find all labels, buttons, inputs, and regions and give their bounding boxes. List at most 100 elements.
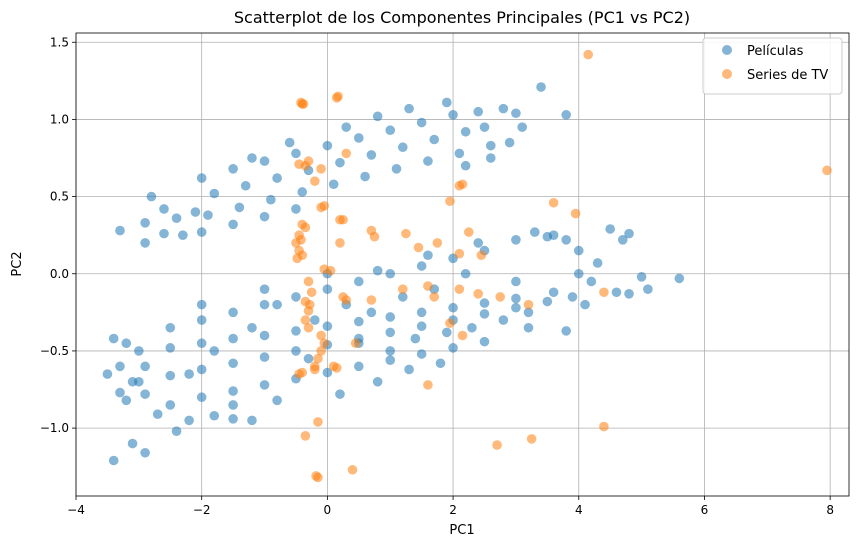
data-point bbox=[570, 208, 581, 219]
data-point bbox=[561, 235, 571, 245]
data-point bbox=[291, 346, 301, 356]
data-point bbox=[404, 364, 414, 375]
data-point bbox=[460, 268, 471, 279]
data-point bbox=[303, 276, 314, 287]
data-point bbox=[196, 315, 207, 325]
data-point bbox=[624, 228, 634, 239]
data-point bbox=[511, 276, 521, 287]
data-point bbox=[372, 265, 383, 276]
data-point bbox=[347, 464, 358, 475]
data-point bbox=[184, 415, 194, 426]
data-point bbox=[822, 165, 832, 176]
data-point bbox=[140, 218, 150, 228]
data-point bbox=[297, 250, 308, 261]
data-point bbox=[479, 298, 490, 308]
data-point bbox=[448, 109, 458, 120]
data-point bbox=[445, 196, 455, 207]
data-point bbox=[385, 125, 396, 136]
data-point bbox=[369, 231, 380, 242]
y-tick-label: 1.0 bbox=[50, 112, 69, 126]
data-point bbox=[599, 287, 609, 298]
grid bbox=[75, 33, 849, 496]
data-point bbox=[228, 307, 238, 318]
x-tick-label: 0 bbox=[324, 503, 332, 517]
data-point bbox=[259, 330, 270, 341]
data-point bbox=[228, 164, 238, 174]
y-axis-label: PC2 bbox=[10, 251, 25, 276]
data-point bbox=[385, 268, 396, 279]
data-point bbox=[259, 380, 270, 390]
data-point bbox=[617, 235, 628, 245]
x-tick-label: 2 bbox=[449, 503, 457, 517]
data-point bbox=[313, 417, 323, 427]
data-point bbox=[291, 204, 301, 214]
data-point bbox=[159, 228, 169, 239]
data-point bbox=[266, 194, 276, 205]
data-point bbox=[165, 400, 176, 410]
data-point bbox=[322, 284, 333, 294]
data-point bbox=[511, 302, 521, 313]
legend-marker-peliculas bbox=[722, 45, 732, 55]
data-point bbox=[385, 355, 396, 365]
data-point bbox=[313, 353, 323, 364]
data-point bbox=[259, 299, 270, 310]
data-point bbox=[523, 299, 534, 310]
data-point bbox=[580, 299, 590, 310]
legend-box bbox=[702, 37, 843, 95]
data-point bbox=[196, 364, 207, 375]
data-point bbox=[328, 179, 339, 190]
data-point bbox=[303, 156, 314, 166]
y-tick-label: −1.0 bbox=[40, 421, 69, 435]
data-point bbox=[429, 134, 440, 145]
data-point bbox=[196, 299, 207, 310]
data-point bbox=[306, 287, 317, 298]
data-point bbox=[190, 207, 201, 217]
data-point bbox=[416, 261, 427, 271]
data-point bbox=[385, 327, 396, 338]
data-point bbox=[291, 326, 301, 336]
data-point bbox=[140, 361, 150, 372]
data-point bbox=[511, 108, 521, 119]
data-point bbox=[102, 369, 113, 379]
data-point bbox=[548, 230, 559, 240]
data-point bbox=[495, 292, 506, 302]
data-point bbox=[165, 322, 176, 333]
data-point bbox=[460, 126, 471, 137]
data-point bbox=[454, 284, 465, 294]
data-point bbox=[479, 336, 490, 347]
data-point bbox=[416, 321, 427, 332]
data-point bbox=[445, 318, 455, 328]
data-point bbox=[354, 276, 364, 287]
data-point bbox=[435, 358, 446, 369]
y-tick-label: 0.5 bbox=[50, 190, 69, 204]
data-point bbox=[171, 426, 182, 436]
data-point bbox=[583, 49, 593, 60]
data-point bbox=[322, 140, 333, 151]
data-point bbox=[272, 299, 282, 310]
data-point bbox=[401, 228, 411, 239]
x-tick-label: 8 bbox=[826, 503, 834, 517]
data-point bbox=[529, 227, 540, 237]
data-point bbox=[511, 293, 521, 304]
data-point bbox=[259, 352, 270, 362]
data-point bbox=[338, 214, 348, 225]
data-point bbox=[115, 387, 125, 398]
data-point bbox=[134, 346, 144, 356]
data-point bbox=[586, 276, 597, 287]
data-point bbox=[228, 333, 238, 344]
data-point bbox=[291, 148, 301, 159]
data-point bbox=[441, 327, 452, 338]
data-point bbox=[115, 225, 125, 236]
data-point bbox=[209, 410, 220, 421]
data-point bbox=[234, 202, 245, 213]
data-point bbox=[247, 415, 257, 426]
series-layer bbox=[102, 49, 832, 483]
data-point bbox=[316, 346, 326, 356]
data-point bbox=[360, 171, 370, 182]
x-tick-label: 6 bbox=[701, 503, 709, 517]
x-axis-label: PC1 bbox=[449, 523, 474, 538]
data-point bbox=[259, 284, 270, 294]
data-point bbox=[423, 156, 433, 166]
data-point bbox=[485, 140, 496, 151]
data-point bbox=[127, 438, 138, 449]
